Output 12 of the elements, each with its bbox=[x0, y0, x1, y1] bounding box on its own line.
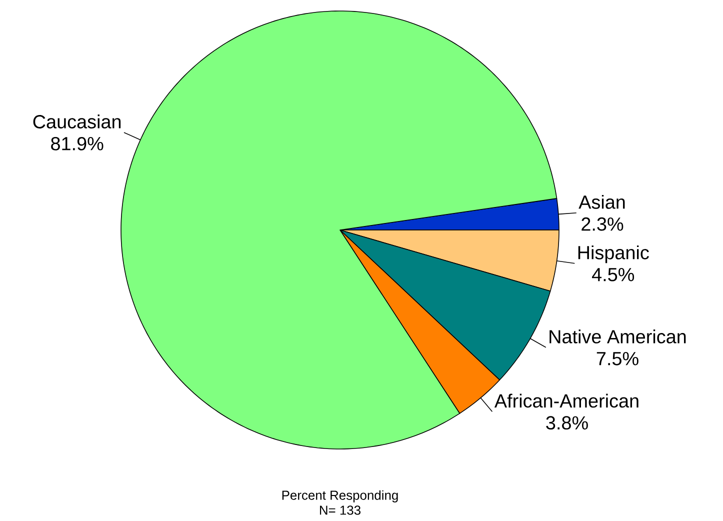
slice-label: African-American bbox=[494, 394, 638, 408]
data-label: 2.3% bbox=[582, 217, 624, 231]
data-label: 3.8% bbox=[546, 416, 588, 430]
slice-label: Caucasian bbox=[33, 114, 121, 128]
text: Percent Responding bbox=[282, 490, 398, 502]
slice-label: Asian bbox=[578, 194, 625, 209]
slice-label: Native American bbox=[550, 330, 686, 344]
text: N= 133 bbox=[320, 506, 360, 515]
data-label: 7.5% bbox=[596, 352, 638, 366]
data-label: 81.9% bbox=[51, 136, 104, 150]
slice-label: Hispanic bbox=[578, 245, 649, 264]
data-label: 4.5% bbox=[592, 268, 634, 282]
